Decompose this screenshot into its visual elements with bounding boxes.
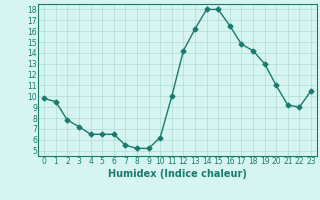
X-axis label: Humidex (Indice chaleur): Humidex (Indice chaleur) [108, 169, 247, 179]
